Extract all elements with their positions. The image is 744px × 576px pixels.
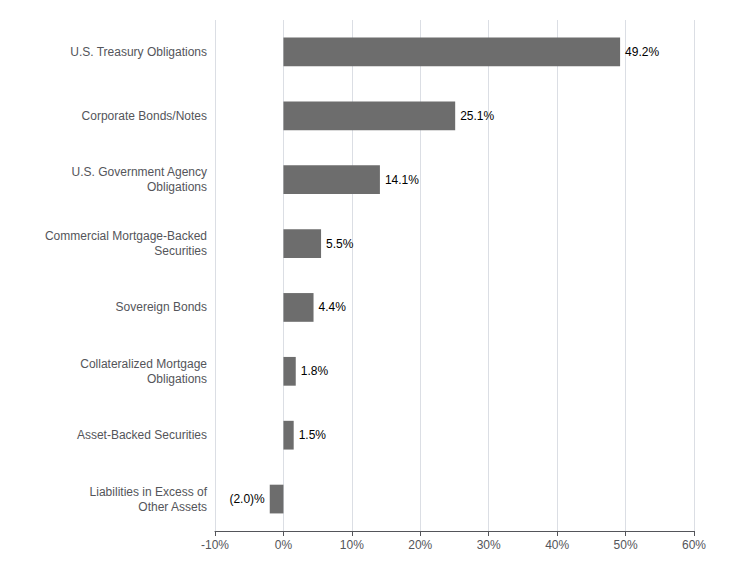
svg-text:Collateralized Mortgage: Collateralized Mortgage bbox=[80, 357, 207, 371]
svg-text:4.4%: 4.4% bbox=[319, 300, 347, 314]
svg-text:10%: 10% bbox=[340, 538, 364, 552]
svg-text:Other Assets: Other Assets bbox=[138, 500, 207, 514]
svg-text:1.8%: 1.8% bbox=[301, 364, 329, 378]
svg-text:Asset-Backed Securities: Asset-Backed Securities bbox=[77, 428, 207, 442]
svg-text:(2.0)%: (2.0)% bbox=[229, 492, 265, 506]
svg-text:Sovereign Bonds: Sovereign Bonds bbox=[116, 300, 207, 314]
svg-text:0%: 0% bbox=[275, 538, 293, 552]
svg-text:1.5%: 1.5% bbox=[299, 428, 327, 442]
svg-text:Securities: Securities bbox=[154, 244, 207, 258]
svg-text:U.S. Government Agency: U.S. Government Agency bbox=[72, 165, 207, 179]
svg-text:49.2%: 49.2% bbox=[625, 45, 659, 59]
svg-text:Obligations: Obligations bbox=[147, 372, 207, 386]
svg-text:50%: 50% bbox=[614, 538, 638, 552]
svg-text:Commercial Mortgage-Backed: Commercial Mortgage-Backed bbox=[45, 229, 207, 243]
svg-text:25.1%: 25.1% bbox=[460, 109, 494, 123]
svg-text:Obligations: Obligations bbox=[147, 180, 207, 194]
svg-text:60%: 60% bbox=[682, 538, 706, 552]
svg-text:U.S. Treasury Obligations: U.S. Treasury Obligations bbox=[70, 45, 207, 59]
svg-text:Liabilities in Excess of: Liabilities in Excess of bbox=[90, 485, 208, 499]
svg-text:-10%: -10% bbox=[201, 538, 229, 552]
svg-text:5.5%: 5.5% bbox=[326, 237, 354, 251]
svg-text:Corporate Bonds/Notes: Corporate Bonds/Notes bbox=[82, 109, 207, 123]
svg-text:40%: 40% bbox=[545, 538, 569, 552]
svg-text:30%: 30% bbox=[477, 538, 501, 552]
svg-text:20%: 20% bbox=[408, 538, 432, 552]
svg-text:14.1%: 14.1% bbox=[385, 173, 419, 187]
